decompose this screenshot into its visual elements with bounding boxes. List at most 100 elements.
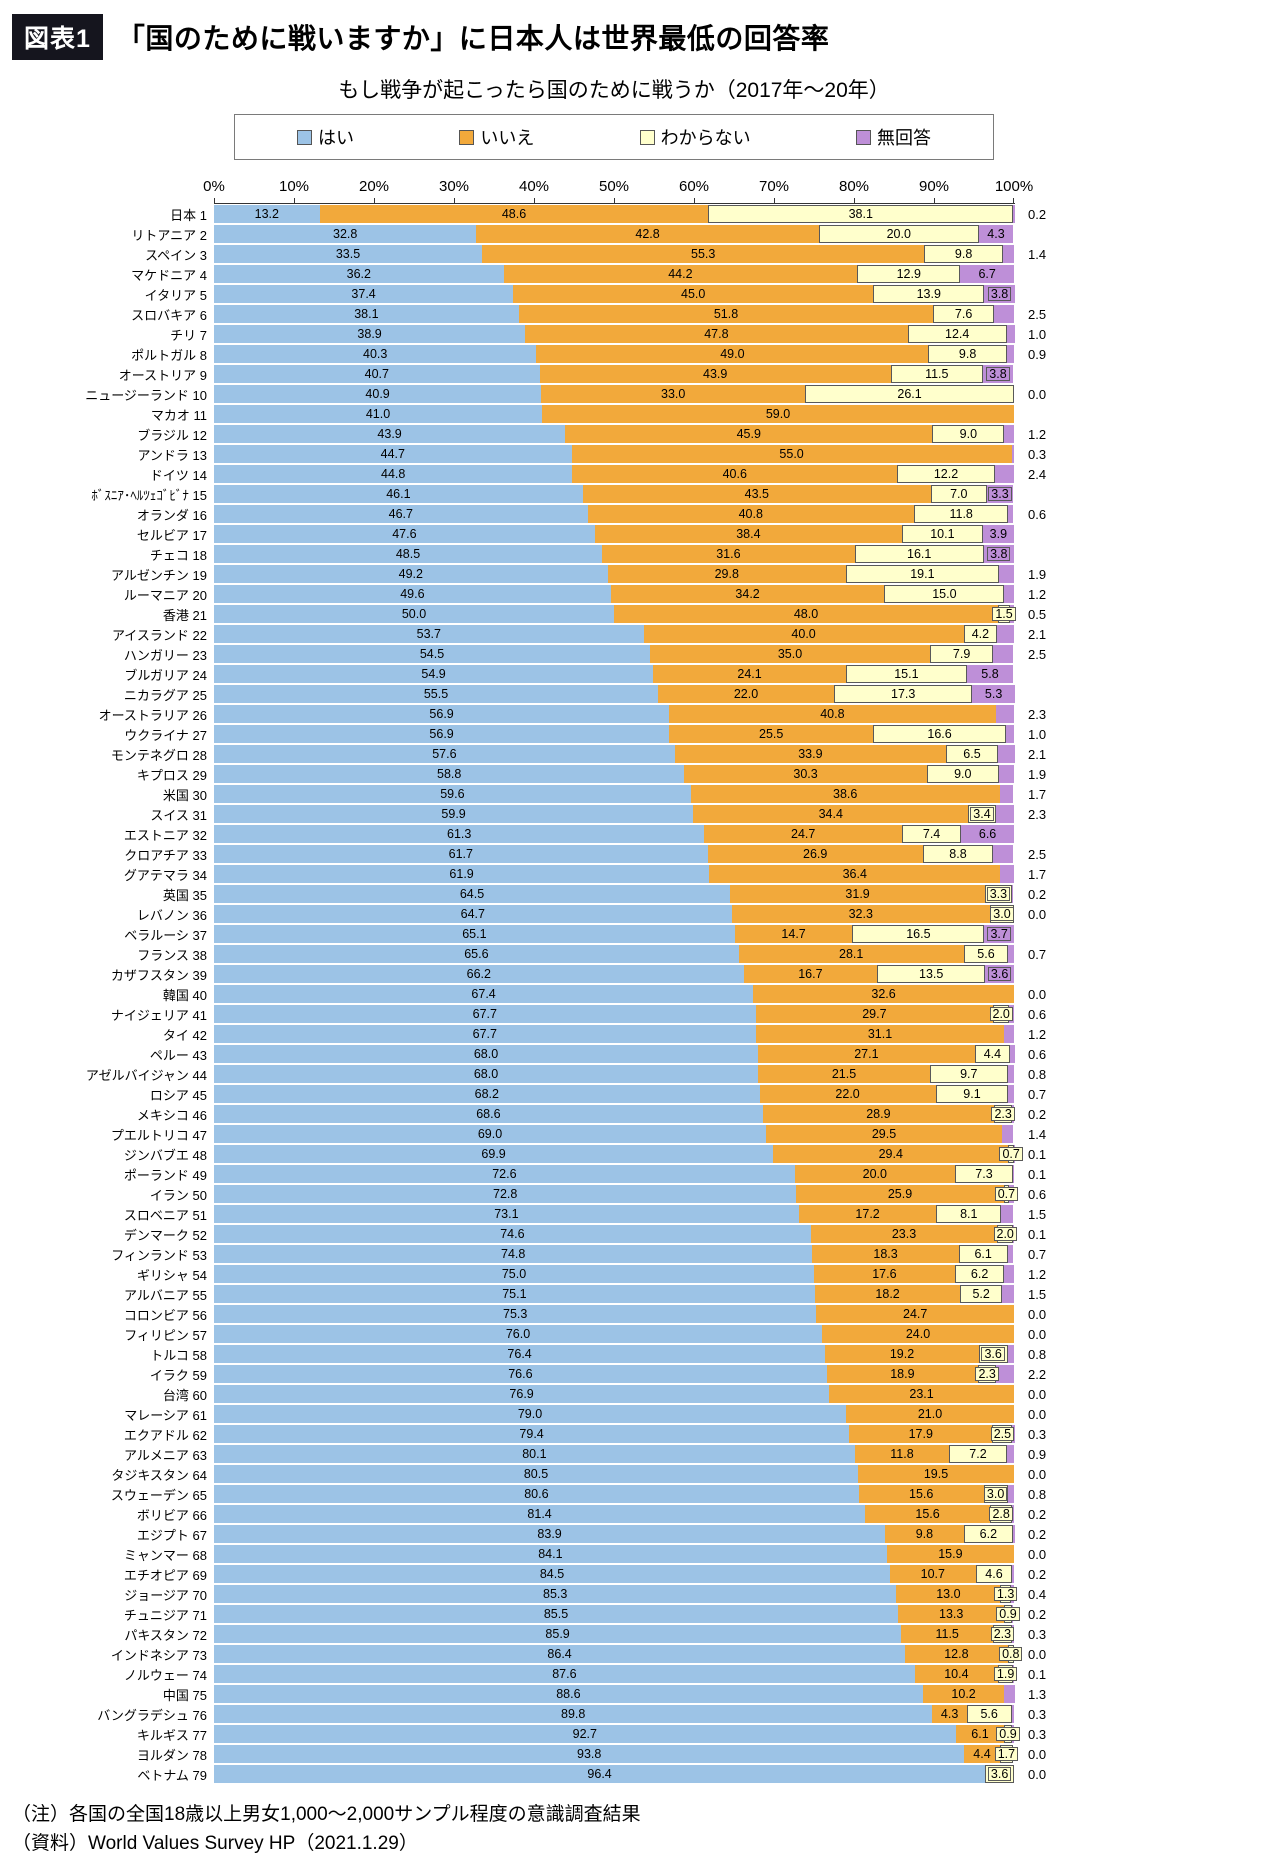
bar-cell: 81.4 15.6 2.8 [214,1505,1014,1523]
country-label: キルギス 77 [136,1727,207,1743]
segment-label: 56.9 [429,706,454,721]
segment-label: 68.0 [473,1066,499,1081]
bar-segment-yes: 80.1 [214,1445,855,1463]
bar-cell: 59.9 34.4 3.4 [214,805,1014,823]
chart-row: スペイン 3 33.5 55.3 9.8 1.4 [10,244,1270,264]
country-label: フィリピン 57 [124,1327,207,1343]
segment-label: 76.0 [505,1326,531,1341]
bar-cell: 67.7 31.1 [214,1025,1014,1043]
stacked-bar: 66.2 16.7 13.5 3.6 [214,965,1014,983]
segment-label: 5.2 [972,1286,990,1301]
chart-row: メキシコ 46 68.6 28.9 2.3 0.2 [10,1104,1270,1124]
bar-cell: 85.5 13.3 0.9 [214,1605,1020,1623]
no-answer-value: 0.2 [1028,1606,1047,1622]
country-label: ハンガリー 23 [123,647,207,663]
stacked-bar: 85.5 13.3 0.9 [214,1605,1020,1623]
bar-segment-dk: 7.0 [930,485,987,503]
no-answer-value: 0.2 [1028,1506,1047,1522]
axis-tick-mark [214,198,215,204]
bar-segment-na: 5.8 [966,665,1014,683]
stacked-bar: 76.0 24.0 [214,1325,1014,1343]
stacked-bar: 81.4 15.6 2.8 [214,1505,1014,1523]
segment-label: 40.3 [363,346,388,361]
chart-row: クロアチア 33 61.7 26.9 8.8 2.5 [10,844,1270,864]
bar-cell: 84.1 15.9 [214,1545,1014,1563]
segment-label: 38.4 [736,526,761,541]
chart-row: フィンランド 53 74.8 18.3 6.1 0.7 [10,1244,1270,1264]
chart-row: フィリピン 57 76.0 24.0 0.0 [10,1324,1270,1344]
segment-label: 6.2 [970,1266,989,1281]
segment-label: 44.2 [668,266,693,281]
segment-label: 4.4 [983,1046,1002,1061]
bar-segment-no: 24.0 [822,1325,1014,1343]
stacked-bar: 76.9 23.1 [214,1385,1014,1403]
bar-segment-yes: 87.6 [214,1665,915,1683]
segment-label: 3.0 [983,1486,1008,1502]
axis-tick-label: 100% [994,178,1034,195]
bar-segment-yes: 49.2 [214,565,608,583]
bar-segment-yes: 61.9 [214,865,710,883]
no-answer-value: 0.2 [1028,206,1047,222]
segment-label: 84.5 [539,1566,565,1581]
country-label: 香港 21 [162,607,207,623]
country-label: ブラジル 12 [137,427,207,443]
bar-segment-yes: 67.7 [214,1025,756,1043]
bar-segment-dk: 20.0 [818,225,979,243]
chart-row: ミャンマー 68 84.1 15.9 0.0 [10,1544,1270,1564]
segment-label: 3.4 [970,806,994,822]
bar-segment-no: 30.3 [684,765,927,783]
country-label: ルーマニア 20 [123,587,207,603]
bar-segment-dk: 19.1 [845,565,999,583]
yes-swatch-icon [297,129,312,145]
segment-label: 47.8 [704,326,729,341]
stacked-bar: 84.5 10.7 4.6 [214,1565,1014,1583]
bar-segment-yes: 40.7 [214,365,540,383]
segment-label: 38.6 [833,786,858,801]
bar-segment-no: 19.5 [858,1465,1014,1483]
bar-cell: 74.6 23.3 2.0 [214,1225,1017,1243]
bar-cell: 36.2 44.2 12.9 6.7 [214,265,1014,283]
bar-segment-yes: 64.5 [214,885,730,903]
segment-label: 0.8 [999,1646,1023,1662]
stacked-bar: 69.9 29.4 0.7 [214,1145,1023,1163]
no-answer-value: 0.1 [1028,1146,1047,1162]
chart: 0% 10% 20% 30% 40% 50% 60% 70% 80% 90% 100% 日本 1 13… [10,172,1270,1784]
segment-label: 10.4 [944,1666,969,1681]
segment-label: 47.6 [392,526,417,541]
bar-segment-na [996,1365,1014,1383]
axis-tick-mark [614,198,615,204]
stacked-bar: 61.3 24.7 7.4 6.6 [214,825,1014,843]
bar-segment-na [1008,1085,1014,1103]
bar-segment-no: 34.2 [610,585,885,603]
bar-cell: 66.2 16.7 13.5 3.6 [214,965,1014,983]
segment-label: 6.1 [974,1246,992,1261]
country-label: タジキスタン 64 [111,1467,207,1483]
country-label: オーストリア 9 [118,367,207,383]
segment-label: 54.5 [419,646,445,661]
segment-label: 67.7 [472,1026,497,1041]
segment-label: 8.8 [949,846,967,861]
bar-segment-yes: 88.6 [214,1685,923,1703]
bar-cell: 88.6 10.2 [214,1685,1015,1703]
country-label: オランダ 16 [136,507,207,523]
bar-segment-dk: 1.3 [993,1585,1018,1603]
chart-row: スイス 31 59.9 34.4 3.4 2.3 [10,804,1270,824]
bar-cell: 43.9 45.9 9.0 [214,425,1014,443]
bar-cell: 79.0 21.0 [214,1405,1014,1423]
stacked-bar: 74.6 23.3 2.0 [214,1225,1017,1243]
segment-label: 15.0 [932,586,957,601]
no-answer-value: 0.0 [1028,1546,1047,1562]
bar-segment-na [1004,1265,1014,1283]
bar-segment-yes: 46.7 [214,505,588,523]
no-answer-value: 0.1 [1028,1166,1047,1182]
bar-segment-na [1011,1705,1014,1723]
bar-cell: 86.4 12.8 0.8 [214,1645,1023,1663]
segment-label: 46.1 [386,486,411,501]
bar-segment-no: 15.6 [865,1505,990,1523]
bar-cell: 80.1 11.8 7.2 [214,1445,1014,1463]
bar-segment-no: 29.4 [773,1145,1009,1163]
bar-segment-no: 48.0 [614,605,998,623]
segment-label: 55.0 [779,446,804,461]
segment-label: 2.0 [993,1226,1017,1242]
segment-label: 7.9 [952,646,971,661]
